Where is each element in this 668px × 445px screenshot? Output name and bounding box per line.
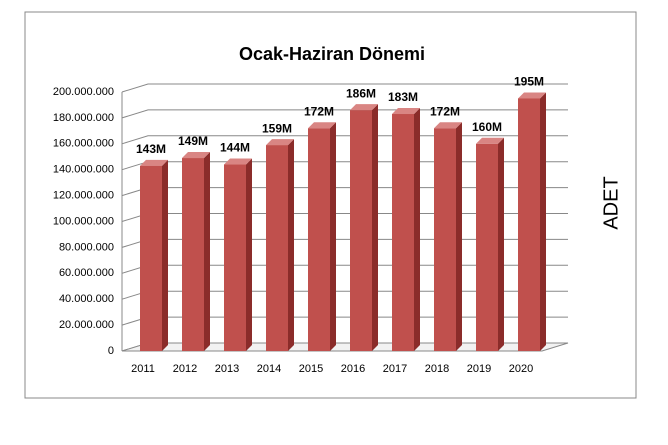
- bar-side: [372, 104, 378, 351]
- x-tick-label: 2017: [383, 363, 407, 375]
- bar: [350, 110, 372, 351]
- value-label: 195M: [514, 75, 544, 89]
- bar: [182, 158, 204, 351]
- bar-side: [540, 92, 546, 351]
- bar-side: [204, 152, 210, 351]
- bar-side: [414, 108, 420, 351]
- bar-top: [140, 159, 168, 166]
- bar-top: [434, 122, 462, 129]
- y-tick-label: 40.000.000: [59, 293, 114, 305]
- grid-line: [121, 135, 568, 145]
- x-tick-label: 2011: [131, 363, 155, 375]
- bar-top: [518, 92, 546, 99]
- value-label: 144M: [220, 141, 250, 155]
- y-tick-label: 180.000.000: [53, 112, 114, 124]
- x-tick-label: 2014: [257, 363, 281, 375]
- y-tick-label: 160.000.000: [53, 138, 114, 150]
- y-tick-label: 200.000.000: [53, 86, 114, 98]
- y-tick-label: 0: [108, 345, 114, 357]
- x-tick-label: 2015: [299, 363, 323, 375]
- bar-side: [288, 139, 294, 351]
- value-label: 159M: [262, 121, 292, 135]
- bar: [476, 143, 498, 351]
- x-tick-label: 2018: [425, 363, 449, 375]
- bar-top: [266, 139, 294, 146]
- bar: [392, 114, 414, 351]
- chart-title: Ocak-Haziran Dönemi: [239, 44, 425, 64]
- bar: [518, 98, 540, 351]
- bar-top: [308, 122, 336, 129]
- y-tick-label: 80.000.000: [59, 241, 114, 253]
- grid-line: [121, 83, 568, 93]
- y-tick-label: 120.000.000: [53, 190, 114, 202]
- x-tick-label: 2020: [509, 363, 533, 375]
- y-tick-label: 100.000.000: [53, 215, 114, 227]
- bar-side: [498, 137, 504, 351]
- bar-top: [182, 152, 210, 159]
- bar-top: [350, 104, 378, 111]
- bar-side: [330, 122, 336, 351]
- bar-top: [392, 108, 420, 115]
- bar-side: [246, 158, 252, 351]
- y-tick-label: 140.000.000: [53, 164, 114, 176]
- bar-top: [224, 158, 252, 165]
- value-label: 160M: [472, 120, 502, 134]
- value-label: 143M: [136, 142, 166, 156]
- value-label: 186M: [346, 86, 376, 100]
- value-label: 149M: [178, 134, 208, 148]
- value-label: 183M: [388, 90, 418, 104]
- bar: [434, 128, 456, 351]
- grid-line: [121, 109, 568, 119]
- value-label: 172M: [430, 104, 460, 118]
- bar-side: [456, 122, 462, 351]
- value-label: 172M: [304, 104, 334, 118]
- bar: [224, 164, 246, 351]
- x-tick-label: 2012: [173, 363, 197, 375]
- bar: [308, 128, 330, 351]
- bar: [140, 165, 162, 351]
- x-tick-label: 2019: [467, 363, 491, 375]
- y-axis-label: ADET: [600, 176, 622, 229]
- y-tick-label: 60.000.000: [59, 267, 114, 279]
- y-tick-label: 20.000.000: [59, 319, 114, 331]
- x-tick-label: 2016: [341, 363, 365, 375]
- x-tick-label: 2013: [215, 363, 239, 375]
- bar: [266, 145, 288, 351]
- bar-side: [162, 159, 168, 351]
- bar-top: [476, 137, 504, 144]
